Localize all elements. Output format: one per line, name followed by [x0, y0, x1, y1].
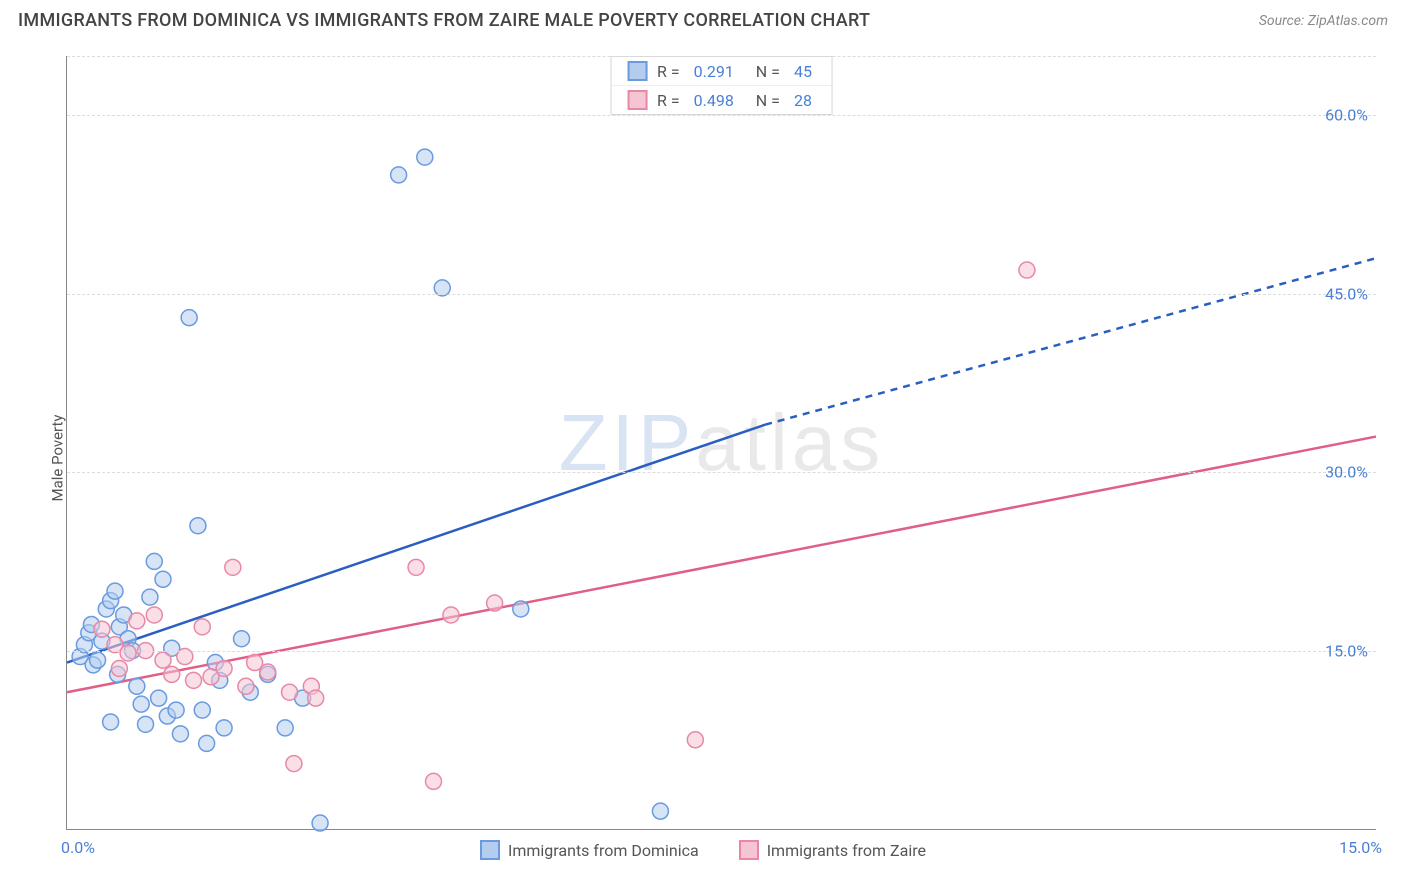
- data-point: [138, 716, 154, 732]
- y-tick-label: 45.0%: [1325, 284, 1368, 303]
- y-tick-label: 15.0%: [1325, 641, 1368, 660]
- chart-title: IMMIGRANTS FROM DOMINICA VS IMMIGRANTS F…: [18, 10, 870, 31]
- stats-row-zaire: R = 0.498 N = 28: [611, 85, 832, 114]
- plot-region: ZIPatlas R = 0.291 N = 45 R = 0.498 N = …: [66, 56, 1376, 830]
- data-point: [111, 660, 127, 676]
- data-point: [186, 672, 202, 688]
- data-point: [107, 583, 123, 599]
- data-point: [308, 690, 324, 706]
- data-point: [238, 678, 254, 694]
- data-point: [194, 702, 210, 718]
- data-point: [199, 735, 215, 751]
- data-point: [487, 595, 503, 611]
- stat-n-label: N =: [748, 62, 780, 81]
- y-tick-label: 60.0%: [1325, 106, 1368, 125]
- data-point: [94, 621, 110, 637]
- trend-line-dashed: [765, 258, 1376, 424]
- data-point: [133, 696, 149, 712]
- data-point: [216, 660, 232, 676]
- data-point: [172, 726, 188, 742]
- stat-r-label: R =: [657, 91, 680, 110]
- stat-n-label: N =: [748, 91, 780, 110]
- data-point: [194, 619, 210, 635]
- data-point: [312, 815, 328, 831]
- legend-swatch-zaire: [627, 90, 647, 110]
- plot-svg: [67, 56, 1376, 829]
- legend-item-zaire: Immigrants from Zaire: [739, 840, 926, 860]
- data-point: [282, 684, 298, 700]
- data-point: [652, 803, 668, 819]
- gridline: [67, 294, 1376, 295]
- data-point: [155, 652, 171, 668]
- data-point: [129, 678, 145, 694]
- y-tick-label: 30.0%: [1325, 463, 1368, 482]
- chart-source: Source: ZipAtlas.com: [1259, 13, 1388, 29]
- data-point: [408, 559, 424, 575]
- data-point: [155, 571, 171, 587]
- stats-row-dominica: R = 0.291 N = 45: [611, 57, 832, 85]
- legend-item-dominica: Immigrants from Dominica: [480, 840, 699, 860]
- data-point: [687, 732, 703, 748]
- trend-line: [67, 437, 1376, 693]
- gridline: [67, 115, 1376, 116]
- data-point: [90, 652, 106, 668]
- data-point: [168, 702, 184, 718]
- data-point: [391, 167, 407, 183]
- data-point: [190, 518, 206, 534]
- y-axis-label: Male Poverty: [48, 415, 66, 502]
- gridline: [67, 651, 1376, 652]
- data-point: [417, 149, 433, 165]
- data-point: [142, 589, 158, 605]
- bottom-legend: Immigrants from Dominica Immigrants from…: [480, 840, 926, 860]
- data-point: [120, 645, 136, 661]
- stat-r-value-dominica: 0.291: [694, 62, 734, 81]
- stat-r-label: R =: [657, 62, 680, 81]
- data-point: [426, 773, 442, 789]
- data-point: [151, 690, 167, 706]
- data-point: [1019, 262, 1035, 278]
- stat-n-value-zaire: 28: [794, 91, 812, 110]
- data-point: [234, 631, 250, 647]
- data-point: [146, 553, 162, 569]
- stat-r-value-zaire: 0.498: [694, 91, 734, 110]
- legend-label-dominica: Immigrants from Dominica: [508, 841, 699, 860]
- data-point: [216, 720, 232, 736]
- data-point: [443, 607, 459, 623]
- legend-swatch-dominica-icon: [480, 840, 500, 860]
- legend-swatch-zaire-icon: [739, 840, 759, 860]
- chart-header: IMMIGRANTS FROM DOMINICA VS IMMIGRANTS F…: [0, 0, 1406, 39]
- gridline: [67, 472, 1376, 473]
- stat-n-value-dominica: 45: [794, 62, 812, 81]
- stats-legend: R = 0.291 N = 45 R = 0.498 N = 28: [610, 56, 833, 115]
- data-point: [103, 714, 119, 730]
- data-point: [225, 559, 241, 575]
- data-point: [164, 666, 180, 682]
- data-point: [260, 664, 276, 680]
- chart-area: Male Poverty ZIPatlas R = 0.291 N = 45 R…: [18, 44, 1388, 872]
- data-point: [513, 601, 529, 617]
- data-point: [129, 613, 145, 629]
- data-point: [181, 310, 197, 326]
- data-point: [146, 607, 162, 623]
- legend-swatch-dominica: [627, 61, 647, 81]
- x-tick-label: 0.0%: [61, 838, 95, 857]
- legend-label-zaire: Immigrants from Zaire: [767, 841, 926, 860]
- data-point: [286, 756, 302, 772]
- data-point: [277, 720, 293, 736]
- x-tick-label: 15.0%: [1339, 838, 1382, 857]
- trend-line: [67, 425, 765, 663]
- gridline: [67, 56, 1376, 57]
